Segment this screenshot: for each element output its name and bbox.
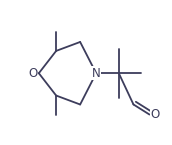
Text: O: O — [28, 67, 37, 80]
Text: N: N — [92, 67, 100, 80]
Text: O: O — [151, 108, 160, 121]
